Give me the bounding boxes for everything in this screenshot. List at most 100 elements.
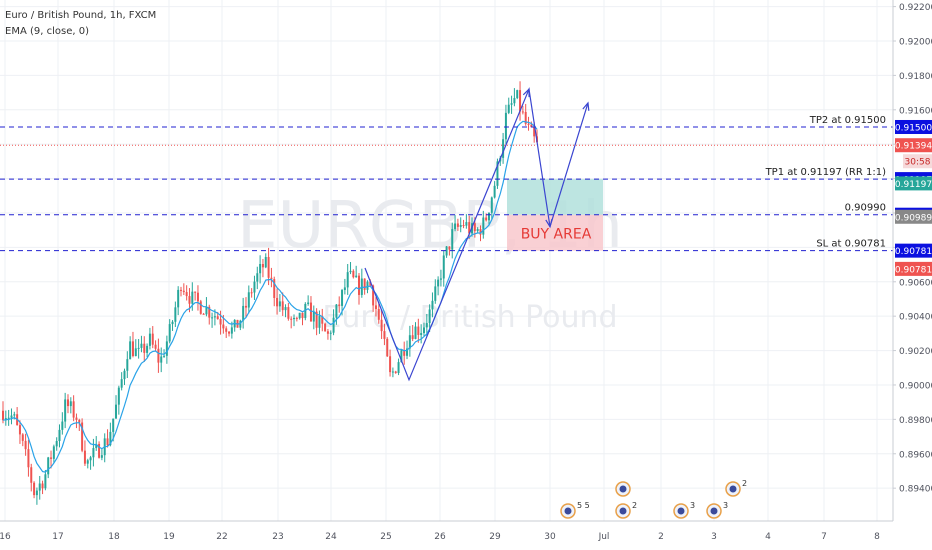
candle-body [462, 225, 465, 227]
candle-body [414, 326, 417, 339]
countdown-tag [903, 154, 932, 169]
candle-body [352, 270, 355, 278]
price-tag [895, 209, 932, 224]
candle-body [530, 124, 533, 128]
candle-body [431, 300, 434, 310]
candle-body [363, 278, 366, 290]
candle-body [219, 319, 222, 325]
candle-body [225, 328, 228, 332]
candle-body [83, 450, 86, 464]
candle-body [61, 421, 64, 430]
candle-body [185, 292, 188, 297]
candle-body [41, 483, 44, 489]
candle-body [81, 422, 84, 451]
candle-body [324, 323, 327, 332]
candle-body [459, 225, 462, 227]
x-tick-label: 2 [658, 532, 664, 542]
candle-body [228, 331, 231, 334]
arrow-head-up [522, 87, 530, 98]
candle-body [75, 417, 78, 420]
candle-body [468, 222, 471, 234]
candle-body [213, 316, 216, 318]
gridlines [0, 0, 893, 524]
candle-body [448, 246, 451, 250]
candle-body [174, 307, 177, 322]
candle-body [120, 379, 123, 388]
candle-body [199, 301, 202, 314]
ema-line [2, 120, 538, 473]
candle-body [521, 111, 524, 113]
event-flag-icon [729, 485, 737, 493]
candles [2, 81, 538, 505]
candle-body [134, 348, 137, 357]
event-count: 2 [632, 501, 637, 510]
event-count: 5 5 [577, 501, 590, 510]
candle-body [205, 306, 208, 315]
chart-legend: Euro / British Pound, 1h, FXCM EMA (9, c… [5, 8, 156, 40]
candle-body [485, 217, 488, 221]
candle-body [30, 467, 33, 483]
event-flag-icon [619, 485, 627, 493]
candle-body [131, 341, 134, 357]
x-tick-label: 17 [52, 532, 63, 542]
candle-body [247, 292, 250, 308]
current-price-tag [895, 138, 932, 153]
candle-body [250, 292, 253, 294]
candle-body [487, 212, 490, 221]
candle-body [24, 440, 27, 450]
candle-body [386, 338, 389, 357]
candle-body [112, 418, 115, 432]
price-tag-text: 0.90781 [895, 265, 932, 275]
candle-body [211, 317, 214, 319]
candle-body [315, 311, 318, 328]
candle-body [513, 98, 516, 104]
candle-body [160, 356, 163, 363]
candle-body [391, 371, 394, 373]
x-tick-label: 3 [711, 532, 717, 542]
candle-body [287, 307, 290, 319]
candle-body [301, 312, 304, 319]
x-tick-label: 29 [489, 532, 501, 542]
candle-body [349, 270, 352, 273]
candle-body [202, 313, 205, 315]
candle-body [403, 350, 406, 356]
candle-body [355, 275, 358, 278]
candle-body [420, 333, 423, 335]
x-tick-label: 24 [325, 532, 337, 542]
event-flag-icon [564, 507, 572, 515]
candle-body [95, 443, 98, 449]
candle-body [239, 320, 242, 328]
candle-body [312, 311, 315, 322]
level-price-tag-text: 0.91500 [895, 123, 932, 133]
candle-body [208, 306, 211, 318]
symbol-label[interactable]: Euro / British Pound, 1h, FXCM [5, 10, 157, 21]
candle-body [2, 410, 4, 421]
candle-body [44, 474, 47, 489]
candle-body [307, 302, 310, 304]
candle-body [27, 449, 30, 468]
candle-body [278, 301, 281, 307]
candle-body [157, 348, 160, 363]
candle-body [194, 291, 197, 293]
candle-body [389, 356, 392, 373]
candle-body [366, 281, 369, 290]
candle-body [406, 348, 409, 356]
candle-body [33, 482, 36, 496]
indicator-label[interactable]: EMA (9, close, 0) [5, 26, 89, 37]
candle-body [196, 292, 199, 302]
candle-body [117, 387, 120, 405]
candle-body [180, 289, 182, 291]
event-count: 3 [690, 501, 695, 510]
candle-body [143, 343, 146, 353]
buy-zone [507, 214, 603, 251]
candle-body [98, 443, 101, 458]
candle-body [129, 341, 132, 360]
candle-body [394, 371, 397, 374]
candle-body [493, 185, 496, 198]
candle-body [244, 305, 247, 308]
candle-body [309, 302, 312, 322]
